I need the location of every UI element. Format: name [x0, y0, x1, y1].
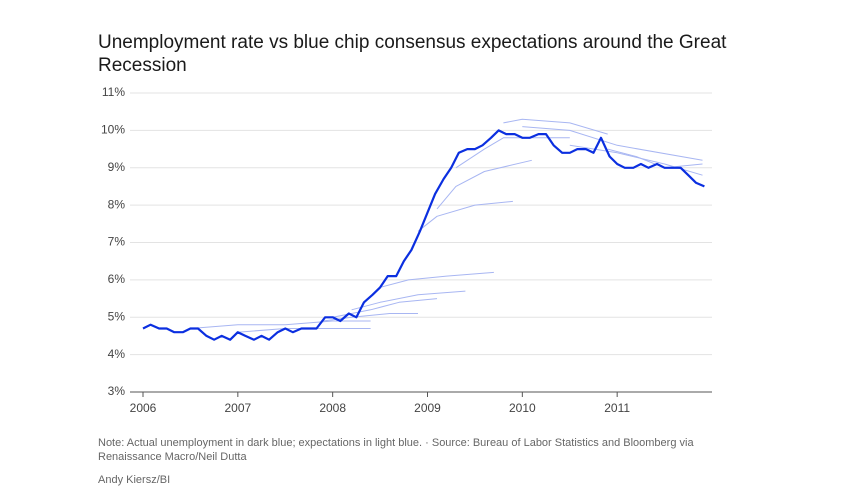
x-tick-label: 2010: [509, 401, 536, 415]
series-line: [455, 137, 570, 169]
chart-note: Note: Actual unemployment in dark blue; …: [98, 437, 694, 463]
y-tick-label: 9%: [108, 160, 126, 174]
x-tick-label: 2007: [224, 401, 251, 415]
series-line: [190, 320, 371, 329]
y-tick-label: 4%: [108, 347, 126, 361]
x-tick-label: 2011: [604, 401, 630, 415]
series-line: [436, 159, 532, 210]
y-tick-label: 6%: [108, 272, 126, 286]
y-tick-label: 3%: [108, 384, 126, 398]
y-tick-label: 8%: [108, 197, 126, 211]
x-tick-label: 2008: [319, 401, 346, 415]
series-line: [142, 129, 705, 341]
series-line: [417, 200, 513, 232]
series-line: [503, 118, 608, 135]
series-line: [522, 126, 703, 161]
series-line: [379, 271, 494, 288]
y-tick-label: 7%: [108, 235, 126, 249]
chart-credit: Andy Kiersz/BI: [98, 474, 171, 486]
series-line: [607, 148, 703, 169]
chart-title: Unemployment rate vs blue chip consensus…: [98, 32, 727, 76]
x-tick-label: 2006: [130, 401, 157, 415]
y-tick-label: 11%: [102, 85, 125, 99]
series-line: [351, 290, 466, 311]
x-tick-label: 2009: [414, 401, 441, 415]
y-tick-label: 10%: [101, 123, 125, 137]
y-tick-label: 5%: [108, 309, 126, 323]
series-line: [332, 298, 438, 318]
